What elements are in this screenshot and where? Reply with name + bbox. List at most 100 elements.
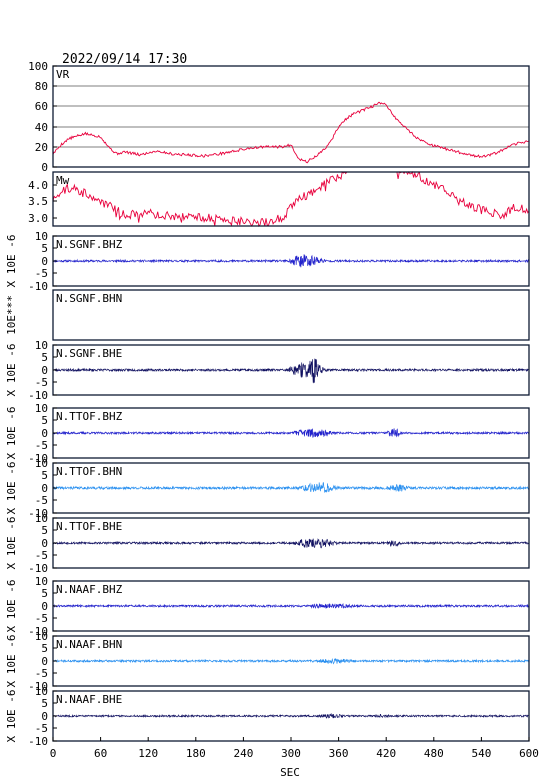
y-tick-label: 0 [41, 600, 48, 613]
y-tick-label: -10 [28, 680, 48, 693]
y-tick-label: 5 [41, 414, 48, 427]
y-tick-label: -5 [35, 267, 48, 280]
x-tick-label: 180 [186, 747, 206, 760]
y-tick-label: 10 [35, 339, 48, 352]
y-axis-label: X 10E -6 [5, 635, 18, 688]
y-tick-label: 5 [41, 469, 48, 482]
y-tick-label: 10 [35, 402, 48, 415]
y-tick-label: 0 [41, 655, 48, 668]
panel-title: N.NAAF.BHN [56, 638, 122, 651]
y-axis-label: X 10E -6 [5, 462, 18, 515]
panel-title: N.TTOF.BHN [56, 465, 122, 478]
y-tick-label: 5 [41, 524, 48, 537]
header-timestamp: 2022/09/14 17:30 [62, 52, 187, 67]
series-line [52, 428, 530, 438]
y-tick-label: 5 [41, 351, 48, 364]
y-axis-label: X 10E -6 [5, 235, 18, 288]
y-tick-label: -5 [35, 549, 48, 562]
y-tick-label: -5 [35, 376, 48, 389]
y-tick-label: 10 [35, 512, 48, 525]
y-tick-label: -10 [28, 389, 48, 402]
y-tick-label: 60 [35, 100, 48, 113]
y-tick-label: -10 [28, 507, 48, 520]
panel-frame [52, 289, 530, 341]
x-tick-label: 360 [329, 747, 349, 760]
y-tick-label: 10 [35, 457, 48, 470]
x-tick-label: 120 [138, 747, 158, 760]
y-tick-label: 4.0 [28, 179, 48, 192]
series-line [52, 538, 530, 549]
x-axis-label: SEC [280, 766, 300, 779]
x-tick-label: 300 [281, 747, 301, 760]
panel-title: N.NAAF.BHZ [56, 583, 123, 596]
panel-title: N.SGNF.BHZ [56, 238, 123, 251]
x-tick-label: 420 [376, 747, 396, 760]
panel-frame [52, 65, 530, 168]
y-tick-label: 10 [35, 230, 48, 243]
series-line [52, 254, 530, 268]
y-tick-label: 5 [41, 642, 48, 655]
y-tick-label: 80 [35, 80, 48, 93]
y-tick-label: 5 [41, 587, 48, 600]
series-line [52, 170, 530, 227]
y-tick-label: 10 [35, 630, 48, 643]
y-axis-label: X 10E -6 [5, 690, 18, 743]
panel-title: N.NAAF.BHE [56, 693, 122, 706]
y-tick-label: 5 [41, 242, 48, 255]
x-axis: 0 60 120 180 240 300 360 420 480 540 600 [50, 737, 539, 760]
series-line [52, 658, 529, 665]
y-tick-label: 3.0 [28, 212, 48, 225]
y-axis-label: X 10E -6 [5, 580, 18, 633]
panel-title: N.SGNF.BHE [56, 347, 122, 360]
y-tick-label: 0 [41, 427, 48, 440]
y-axis-label: X 10E -6 [5, 407, 18, 460]
panel-title: N.TTOF.BHZ [56, 410, 123, 423]
y-axis-label: 10E*** [5, 295, 18, 335]
panel-title: VR [56, 68, 70, 81]
panel-frame [52, 171, 530, 227]
y-tick-label: -10 [28, 735, 48, 748]
y-tick-label: -10 [28, 562, 48, 575]
y-tick-label: -10 [28, 452, 48, 465]
panel-vr: 0 20 40 60 80 100 VR [28, 60, 530, 174]
y-tick-label: -10 [28, 625, 48, 638]
y-tick-label: -5 [35, 667, 48, 680]
y-tick-label: -5 [35, 439, 48, 452]
panel-title: N.SGNF.BHN [56, 292, 122, 305]
y-tick-label: 40 [35, 121, 48, 134]
series-line [52, 482, 530, 493]
y-tick-label: 0 [41, 482, 48, 495]
y-axis-label: X 10E -6 [5, 344, 18, 397]
y-tick-label: 0 [41, 537, 48, 550]
x-tick-label: 540 [471, 747, 491, 760]
y-axis-label: X 10E -6 [5, 517, 18, 570]
x-tick-label: 60 [94, 747, 107, 760]
x-tick-label: 480 [424, 747, 444, 760]
y-tick-label: 0 [41, 710, 48, 723]
y-tick-label: 0 [41, 255, 48, 268]
y-tick-label: 20 [35, 141, 48, 154]
series-line [52, 358, 530, 384]
panel-title: Mw [56, 174, 70, 187]
series-line [52, 602, 530, 610]
series-line [52, 712, 530, 719]
panel-mw: 3.0 3.5 4.0 Mw [28, 170, 530, 227]
x-tick-label: 600 [519, 747, 539, 760]
y-tick-label: -5 [35, 722, 48, 735]
x-tick-label: 0 [50, 747, 57, 760]
y-tick-label: 0 [41, 161, 48, 174]
y-tick-label: 10 [35, 685, 48, 698]
y-tick-label: 10 [35, 575, 48, 588]
y-tick-label: -10 [28, 280, 48, 293]
y-tick-label: -5 [35, 612, 48, 625]
y-tick-label: 100 [28, 60, 48, 73]
